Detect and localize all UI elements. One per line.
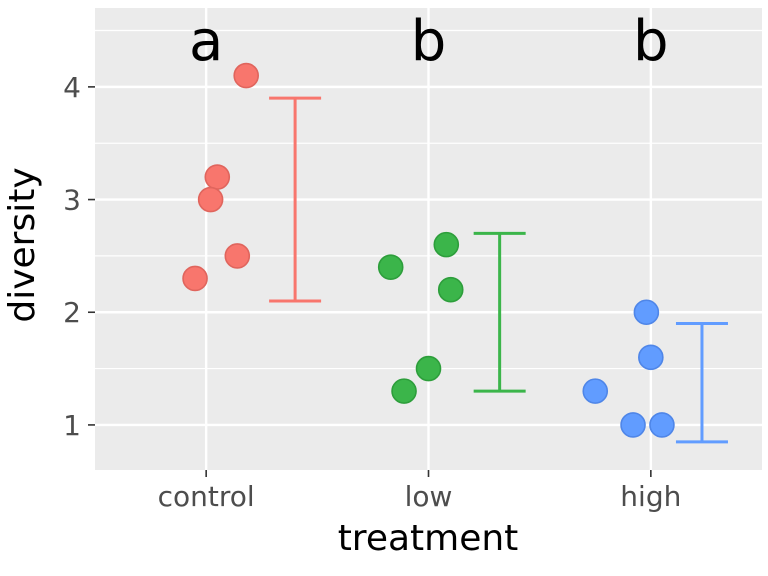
y-tick-label: 1	[63, 409, 81, 442]
data-point-control	[204, 164, 231, 190]
data-point-control	[197, 186, 224, 213]
y-axis-title: diversity	[2, 167, 43, 322]
y-tick-label: 4	[63, 71, 81, 104]
data-point-low	[433, 231, 460, 258]
data-point-control	[224, 243, 251, 269]
data-point-high	[633, 299, 660, 326]
data-point-low	[415, 355, 442, 382]
x-tick-label: control	[158, 480, 255, 513]
x-tick-label: low	[405, 480, 453, 513]
data-point-high	[638, 344, 664, 371]
data-point-low	[437, 276, 464, 303]
chart-layers: a b b 1 2 3 4 control low high	[63, 8, 762, 513]
data-point-high	[582, 378, 609, 404]
sig-letter-high: b	[633, 9, 669, 74]
data-point-low	[391, 378, 417, 404]
data-point-control	[233, 62, 259, 89]
data-point-high	[649, 412, 675, 438]
data-point-high	[620, 412, 646, 438]
sig-letter-control: a	[189, 9, 223, 74]
sig-letter-low: b	[411, 9, 447, 74]
x-axis-title: treatment	[338, 518, 519, 559]
data-point-low	[377, 254, 404, 280]
data-point-control	[182, 265, 208, 292]
x-tick-label: high	[620, 480, 681, 513]
y-tick-label: 3	[63, 184, 81, 217]
y-tick-label: 2	[63, 296, 81, 329]
